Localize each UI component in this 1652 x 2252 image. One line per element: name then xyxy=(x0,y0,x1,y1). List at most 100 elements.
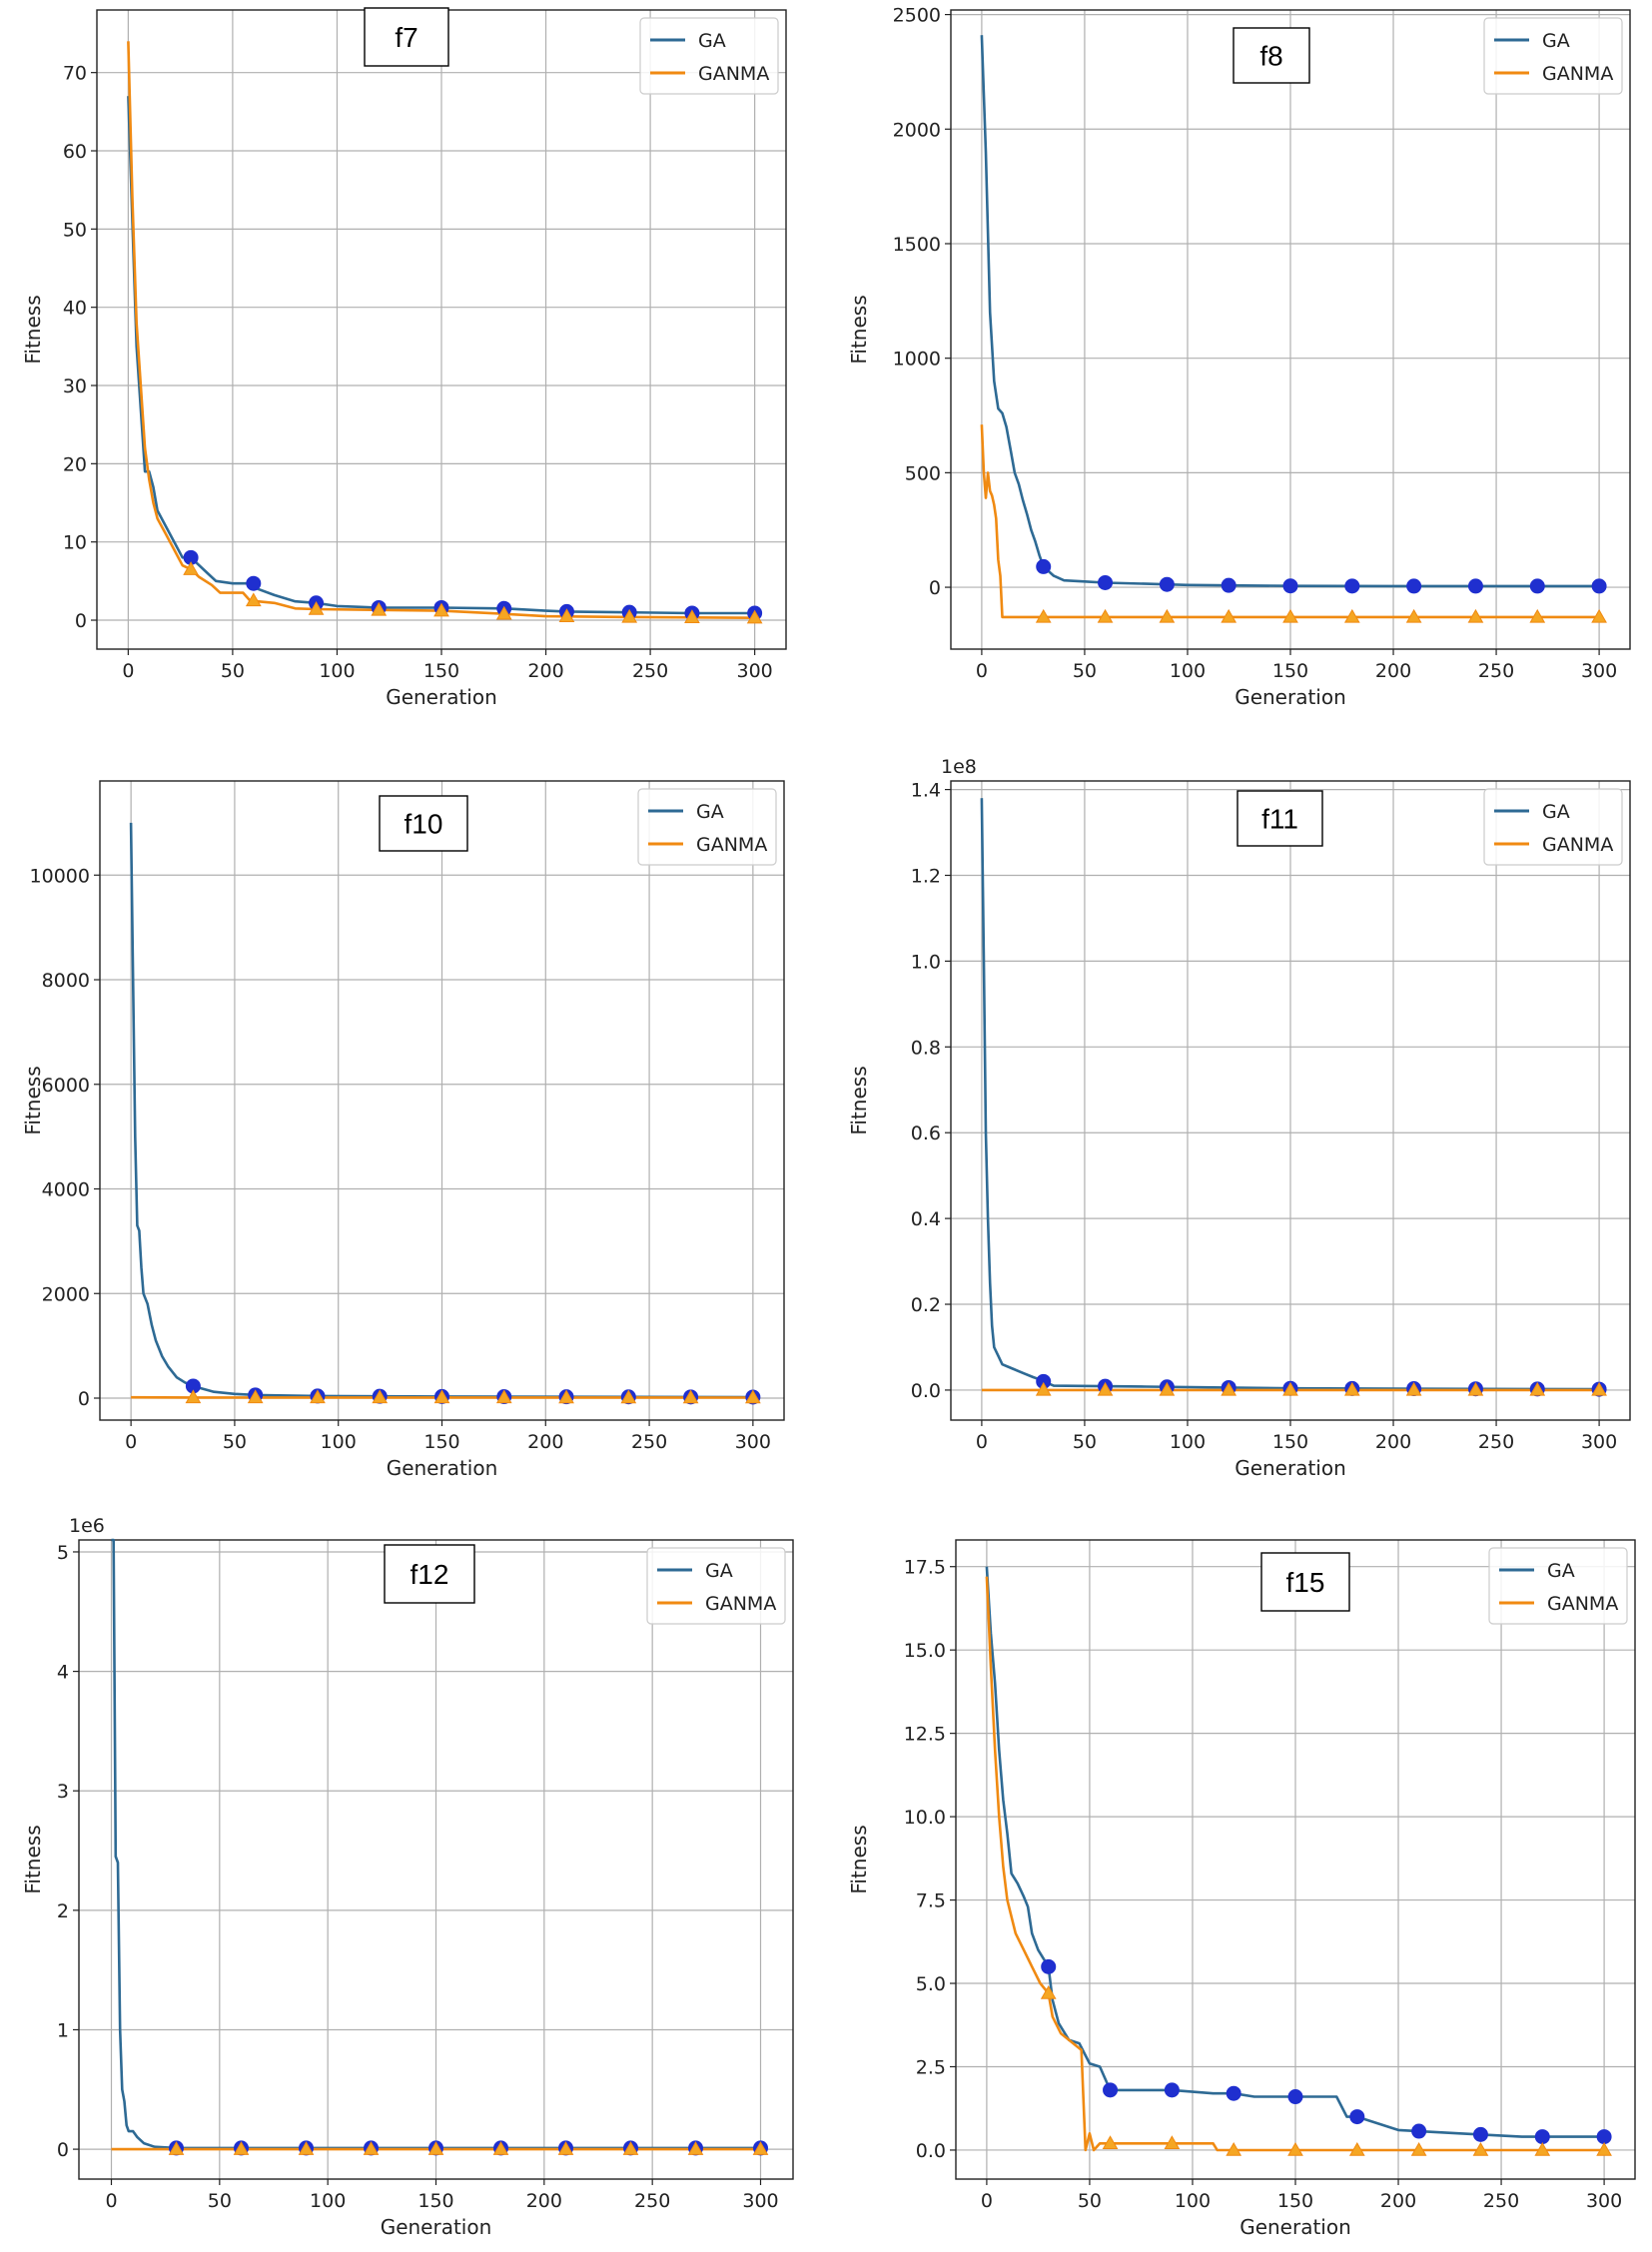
x-tick-label: 0 xyxy=(981,2190,993,2212)
x-tick-label: 0 xyxy=(105,2190,117,2212)
grid xyxy=(79,1540,793,2179)
y-tick-label: 500 xyxy=(905,462,941,484)
y-tick-label: 5 xyxy=(57,1542,69,1564)
marker-ganma xyxy=(1529,608,1546,623)
marker-ganma xyxy=(495,1389,512,1404)
y-tick-label: 2000 xyxy=(893,119,941,141)
grid xyxy=(956,1540,1635,2179)
y-tick-label: 0.0 xyxy=(911,1380,941,1402)
y-tick-label: 8000 xyxy=(42,970,90,992)
title-box-frame xyxy=(1237,790,1323,847)
y-tick-label: 0.0 xyxy=(916,2140,946,2162)
marker-ga xyxy=(1287,2089,1303,2105)
legend-box xyxy=(639,17,779,95)
y-tick-label: 40 xyxy=(63,298,87,320)
marker-ganma xyxy=(1287,2141,1303,2156)
marker-ganma xyxy=(495,605,512,620)
marker-ganma xyxy=(492,2141,509,2155)
y-tick-label: 5.0 xyxy=(916,1973,946,1995)
marker-ganma xyxy=(684,609,700,624)
marker-ganma xyxy=(1035,608,1052,623)
legend-box xyxy=(1483,17,1623,95)
chart-svg: 0 50 100 150 200 250 300 0.0 0.2 0.4 0.6 0.8 1.0 1.2 1… xyxy=(847,756,1631,1480)
y-tick-label: 0 xyxy=(929,577,941,599)
x-tick-label: 150 xyxy=(1272,660,1308,682)
y-tick-label: 1500 xyxy=(893,234,941,256)
marker-ganma xyxy=(745,1389,761,1404)
title-box-frame xyxy=(384,1544,475,1604)
legend-label-ganma: GANMA xyxy=(698,63,769,85)
marker-ga xyxy=(1467,578,1483,594)
y-tick-label: 2.5 xyxy=(916,2056,946,2078)
legend-label-ga: GA xyxy=(705,1560,733,1582)
marker-ga xyxy=(1411,2123,1427,2139)
legend-label-ga: GA xyxy=(698,30,726,52)
marker-ganma xyxy=(622,2141,639,2155)
marker-ganma xyxy=(372,1389,389,1404)
x-axis-label: Generation xyxy=(387,1456,498,1480)
grid xyxy=(951,781,1630,1420)
y-axis-label: Fitness xyxy=(847,1825,871,1893)
marker-ganma xyxy=(310,1389,326,1404)
y-tick-label: 50 xyxy=(63,219,87,241)
y-tick-label: 2000 xyxy=(42,1283,90,1305)
y-axis-label: Fitness xyxy=(847,295,871,364)
x-tick-label: 100 xyxy=(1175,2190,1211,2212)
y-tick-label: 10000 xyxy=(30,865,90,887)
y-offset-label: 1e8 xyxy=(941,756,977,778)
marker-ganma xyxy=(1467,608,1484,623)
y-tick-label: 60 xyxy=(63,141,87,163)
y-tick-label: 0 xyxy=(78,1388,90,1410)
y-tick-label: 4000 xyxy=(42,1179,90,1201)
marker-ganma xyxy=(1596,2141,1612,2156)
x-tick-label: 50 xyxy=(223,1431,247,1453)
marker-ganma xyxy=(746,609,763,624)
legend-label-ga: GA xyxy=(1542,801,1570,823)
x-tick-label: 250 xyxy=(1483,2190,1519,2212)
marker-ga xyxy=(1164,2082,1180,2098)
x-axis-label: Generation xyxy=(1235,685,1346,709)
series-line-ganma xyxy=(985,1576,1605,2152)
marker-ganma xyxy=(1591,608,1607,623)
grid xyxy=(951,10,1630,649)
legend-label-ganma: GANMA xyxy=(1542,63,1613,85)
x-tick-label: 250 xyxy=(634,2190,670,2212)
chart-title: f8 xyxy=(1259,41,1282,72)
marker-ga xyxy=(1159,576,1175,592)
marker-ganma xyxy=(1343,1381,1360,1396)
marker-ga xyxy=(1529,578,1545,594)
x-tick-label: 50 xyxy=(1078,2190,1102,2212)
x-tick-label: 50 xyxy=(221,660,245,682)
series-line-ganma xyxy=(127,41,755,619)
chart-panel-f15: 0 50 100 150 200 250 300 0.0 2.5 5.0 7.5 10.0 12.5 15… xyxy=(826,1518,1645,2247)
marker-ganma xyxy=(1226,2141,1242,2156)
marker-ganma xyxy=(1282,1381,1298,1396)
y-tick-label: 2500 xyxy=(893,5,941,27)
chart-title: f11 xyxy=(1261,804,1298,835)
title-box: f11 xyxy=(1237,790,1323,847)
legend: GA GANMA xyxy=(639,17,779,95)
marker-ganma xyxy=(427,2141,444,2155)
x-tick-label: 150 xyxy=(423,660,459,682)
marker-ganma xyxy=(1035,1381,1052,1396)
marker-ganma xyxy=(247,1389,264,1404)
y-tick-label: 7.5 xyxy=(916,1890,946,1912)
title-box: f8 xyxy=(1233,27,1310,84)
y-tick-label: 0.2 xyxy=(911,1294,941,1316)
marker-ganma xyxy=(621,608,638,623)
y-tick-label: 1.2 xyxy=(911,865,941,887)
y-axis-label: Fitness xyxy=(21,295,45,364)
x-tick-label: 150 xyxy=(1277,2190,1313,2212)
marker-ganma xyxy=(233,2141,250,2155)
y-tick-label: 0.4 xyxy=(911,1208,941,1230)
chart-title: f10 xyxy=(405,809,443,840)
y-tick-label: 10 xyxy=(63,532,87,554)
legend-label-ganma: GANMA xyxy=(705,1593,776,1615)
title-box-frame xyxy=(364,7,449,67)
x-tick-label: 100 xyxy=(321,1431,357,1453)
y-tick-label: 1.0 xyxy=(911,951,941,973)
marker-ganma xyxy=(1534,2141,1551,2156)
marker-ga xyxy=(1596,2129,1612,2145)
legend: GA GANMA xyxy=(637,788,777,866)
title-box: f12 xyxy=(384,1544,475,1604)
